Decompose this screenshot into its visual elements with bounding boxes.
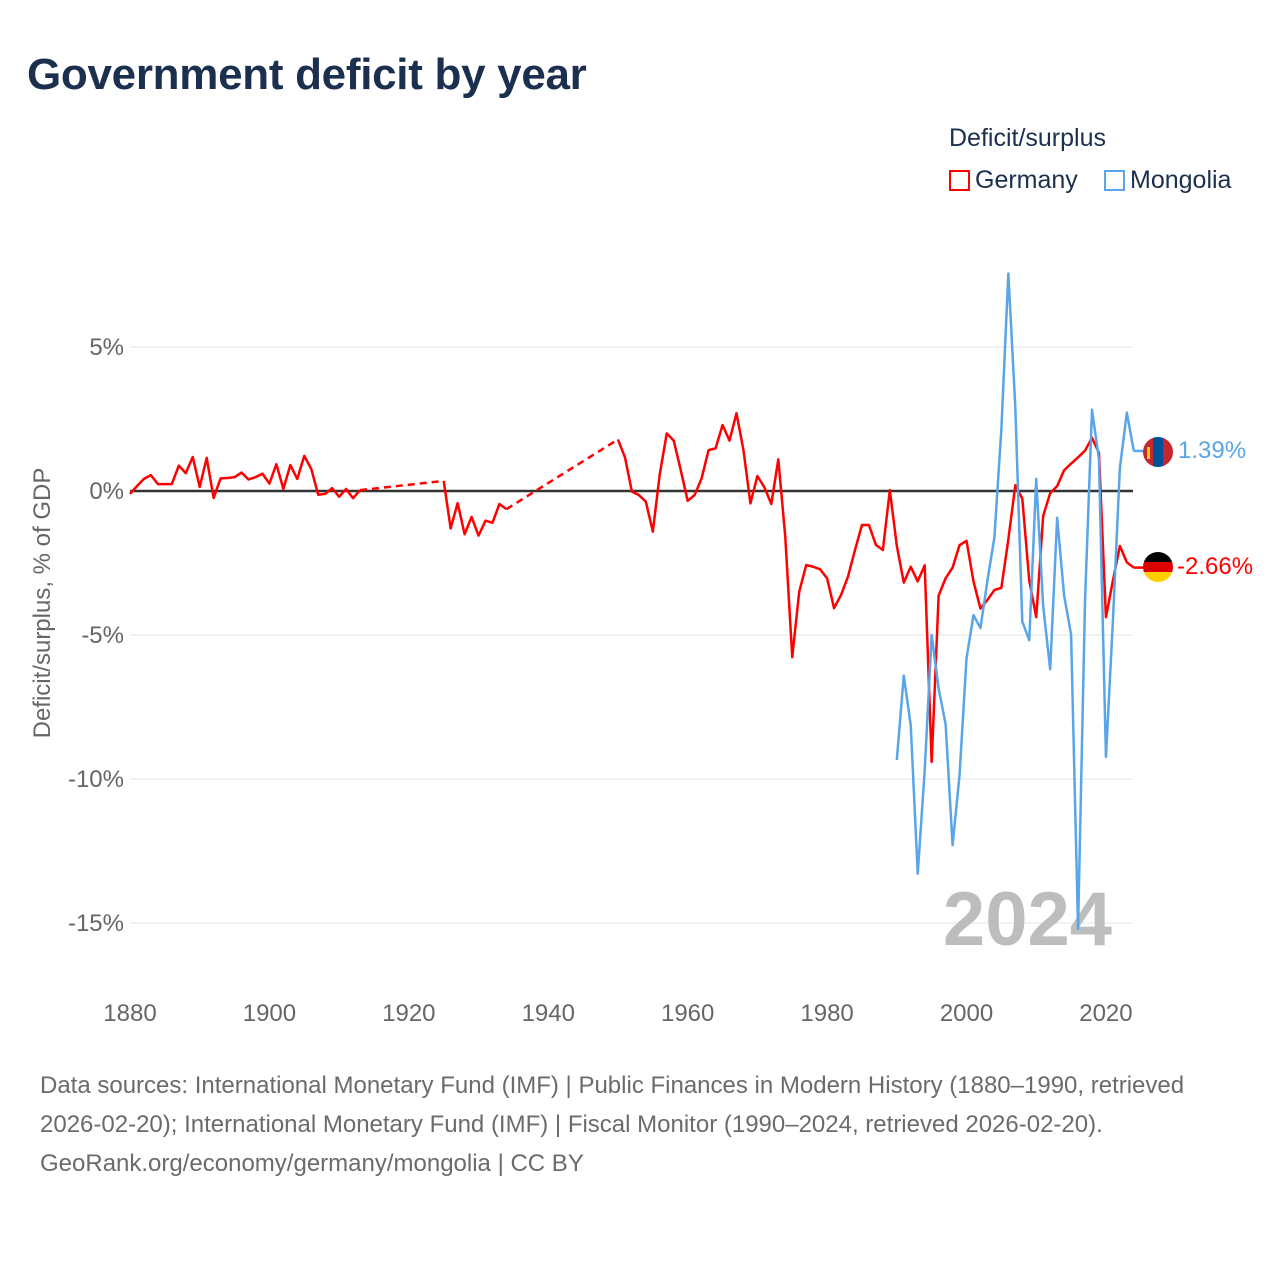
x-tick-label: 1980 <box>800 1000 853 1027</box>
footer: Data sources: International Monetary Fun… <box>40 1066 1240 1183</box>
x-tick-label: 2020 <box>1079 1000 1132 1027</box>
end-label-mongolia: 1.39% <box>1178 437 1246 464</box>
x-tick-label: 2000 <box>940 1000 993 1027</box>
y-tick-label: -5% <box>81 622 124 649</box>
line-chart: 5% 0% -5% -10% -15% 1880 1900 1920 1940 1960 1980 2… <box>29 272 1253 1027</box>
x-tick-label: 1940 <box>522 1000 575 1027</box>
credit[interactable]: GeoRank.org/economy/germany/mongolia | C… <box>40 1150 584 1177</box>
legend-label: Mongolia <box>1130 166 1232 194</box>
legend-swatch-germany <box>949 170 970 191</box>
legend-title: Deficit/surplus <box>949 124 1106 152</box>
y-tick-label: -15% <box>68 910 124 937</box>
chart-title: Government deficit by year <box>27 50 587 99</box>
year-watermark: 2024 <box>943 877 1112 962</box>
series-gap-germany <box>359 479 444 492</box>
y-tick-label: -10% <box>68 766 124 793</box>
legend-swatch-mongolia <box>1104 170 1125 191</box>
legend-item-mongolia[interactable]: Mongolia <box>1104 166 1231 195</box>
legend-item-germany[interactable]: Germany <box>949 166 1078 195</box>
y-tick-label: 5% <box>89 334 124 361</box>
series-line-mongolia <box>895 272 1136 931</box>
legend-label: Germany <box>975 166 1078 194</box>
x-tick-label: 1960 <box>661 1000 714 1027</box>
series-line-germany <box>616 411 1135 764</box>
mongolia-flag-icon <box>1143 437 1173 467</box>
germany-flag-icon <box>1143 552 1173 582</box>
y-tick-label: 0% <box>89 478 124 505</box>
y-axis-label: Deficit/surplus, % of GDP <box>29 468 56 739</box>
data-sources: Data sources: International Monetary Fun… <box>40 1072 1185 1138</box>
series-line-germany <box>442 480 508 537</box>
series-line-germany <box>129 454 361 500</box>
x-tick-label: 1920 <box>382 1000 435 1027</box>
series-gap-germany <box>505 438 619 511</box>
end-label-germany: -2.66% <box>1177 553 1253 580</box>
x-tick-label: 1900 <box>243 1000 296 1027</box>
x-tick-label: 1880 <box>103 1000 156 1027</box>
